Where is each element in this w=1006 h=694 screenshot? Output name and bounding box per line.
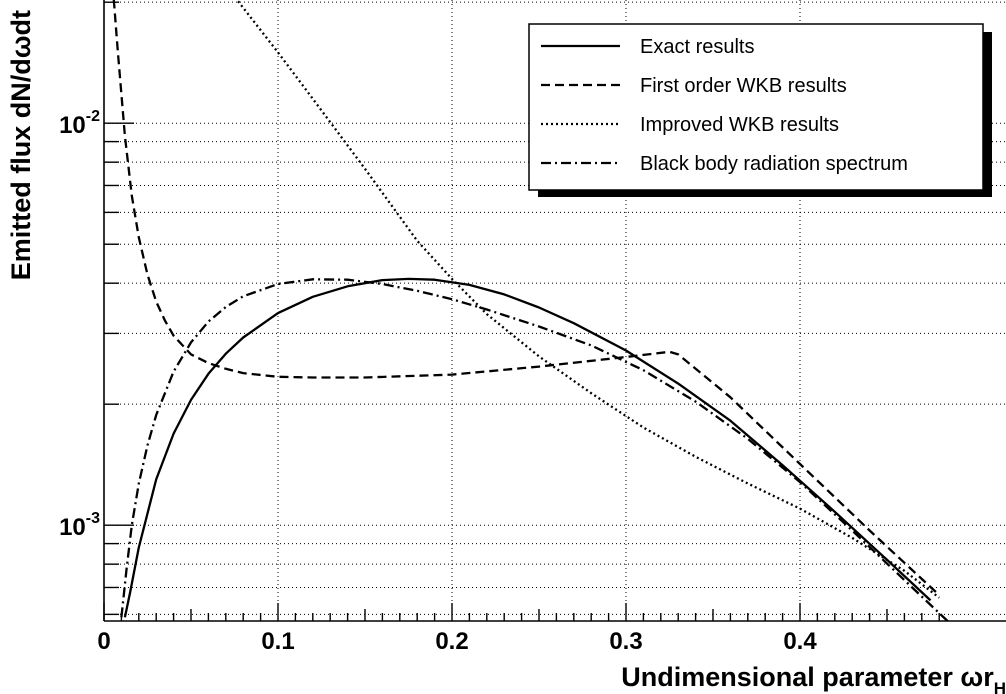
series-line-dashdot: [120, 278, 950, 621]
y-axis-label: Emitted flux dN/dωdt: [6, 10, 36, 280]
series-layer: [112, 0, 950, 621]
x-tick-label: 0.3: [609, 628, 642, 655]
y-tick-label: 10-3: [59, 510, 100, 541]
x-tick-label: 0: [97, 628, 110, 655]
series-line-dashed: [112, 0, 940, 596]
x-tick-label: 0.2: [435, 628, 468, 655]
legend-label: Exact results: [640, 36, 754, 58]
axes: 0 0.1 0.2 0.3 0.4 10-2 10-3: [59, 0, 1006, 655]
legend-label: Improved WKB results: [640, 114, 839, 136]
y-tick-label: 10-2: [59, 108, 100, 139]
legend-label: First order WKB results: [640, 75, 847, 97]
x-tick-label: 0.1: [261, 628, 294, 655]
legend: Exact results First order WKB results Impr…: [528, 23, 992, 197]
x-tick-label: 0.4: [783, 628, 817, 655]
series-line-dotted: [235, 0, 940, 599]
legend-label: Black body radiation spectrum: [640, 153, 908, 175]
series-line-solid: [123, 277, 932, 618]
legend-entries: Exact results First order WKB results Impr…: [541, 36, 908, 175]
x-axis-label: Undimensional parameter ωrH: [621, 662, 1006, 694]
